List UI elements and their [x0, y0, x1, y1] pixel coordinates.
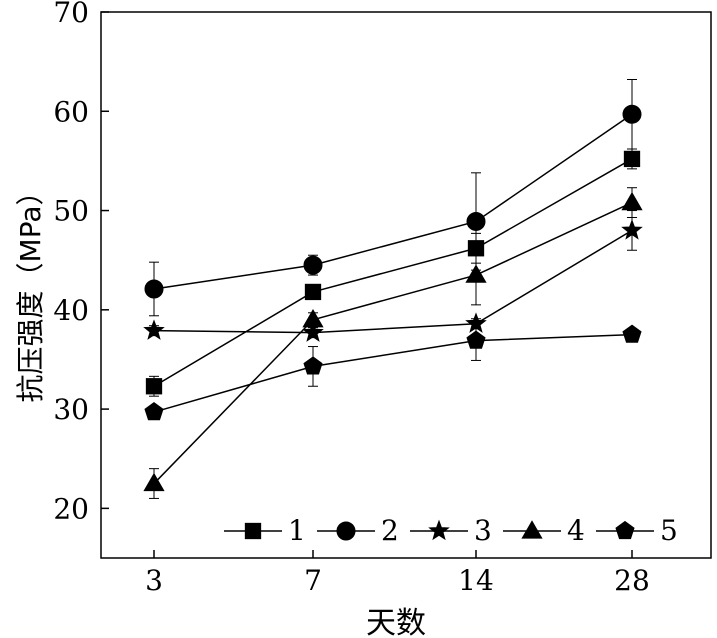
legend-marker [336, 521, 356, 541]
x-tick-label: 14 [458, 564, 494, 597]
data-point [304, 283, 322, 301]
y-tick-label: 30 [53, 393, 89, 426]
y-tick-label: 50 [53, 195, 89, 228]
y-axis: 20 30 40 50 60 70 [53, 0, 109, 525]
data-point [302, 309, 324, 328]
series-3 [143, 210, 643, 342]
data-point [143, 472, 165, 492]
series-line [153, 201, 633, 485]
series-4 [143, 187, 643, 499]
legend-label: 5 [660, 514, 678, 547]
data-point [622, 324, 642, 343]
data-point [623, 150, 641, 168]
data-point [466, 330, 486, 349]
legend-marker [428, 519, 450, 541]
data-point [622, 104, 642, 124]
data-point [466, 211, 486, 231]
plot-frame [100, 11, 712, 559]
legend-marker [615, 520, 635, 540]
legend-marker [521, 520, 543, 539]
data-point [143, 319, 165, 340]
legend-item: 5 [596, 514, 678, 547]
data-point [621, 219, 643, 240]
y-tick-label: 20 [53, 492, 89, 525]
legend-marker [244, 522, 262, 540]
series-line [153, 158, 633, 387]
series-2 [144, 79, 642, 317]
legend-item: 4 [503, 514, 585, 547]
legend-item: 2 [317, 514, 399, 547]
y-axis-label: 抗压强度（MPa） [14, 178, 47, 403]
legend-item: 3 [410, 514, 492, 547]
data-point [145, 378, 163, 395]
legend: 1 2 3 4 5 [224, 514, 678, 547]
data-point [144, 402, 164, 421]
legend-label: 3 [474, 514, 492, 547]
y-tick-label: 60 [53, 95, 89, 128]
y-tick-label: 40 [53, 294, 89, 327]
legend-label: 2 [381, 514, 399, 547]
legend-label: 1 [288, 514, 306, 547]
data-point [465, 264, 487, 283]
series-line [153, 113, 633, 290]
data-point [144, 279, 164, 299]
data-point [621, 191, 643, 211]
data-point [302, 321, 324, 342]
legend-label: 4 [567, 514, 585, 547]
series-1 [145, 148, 641, 397]
data-point [303, 356, 323, 375]
x-tick-label: 3 [145, 564, 163, 597]
x-axis-label: 天数 [366, 606, 426, 638]
x-axis: 3 7 14 28 [145, 550, 650, 597]
data-point [303, 255, 323, 275]
x-tick-label: 28 [614, 564, 650, 597]
series-line [153, 333, 633, 413]
series-line [153, 229, 633, 334]
x-tick-label: 7 [304, 564, 322, 597]
y-tick-label: 70 [53, 0, 89, 29]
legend-item: 1 [224, 514, 306, 547]
series-5 [144, 320, 642, 421]
series-layer [143, 79, 643, 499]
